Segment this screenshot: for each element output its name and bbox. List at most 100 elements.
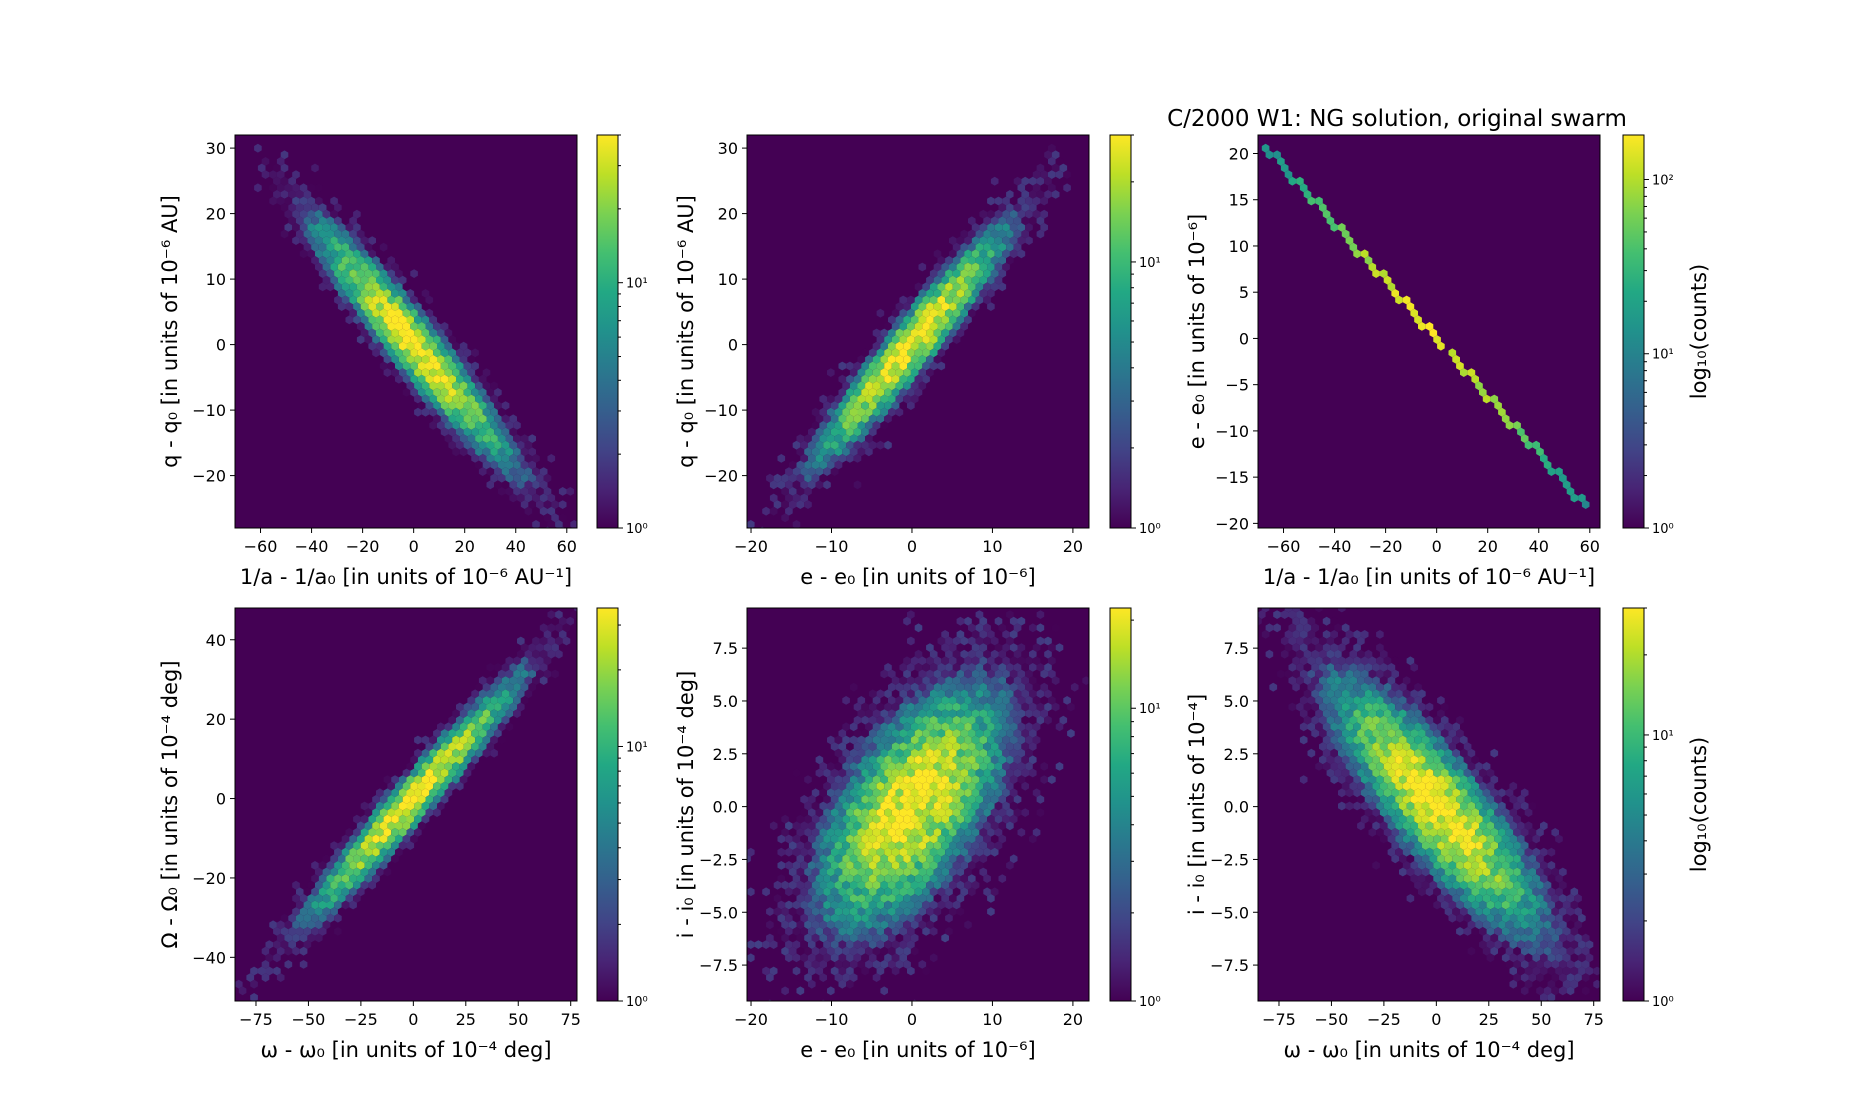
hex-cell	[417, 308, 426, 318]
hex-cell	[960, 861, 968, 870]
hex-cell	[945, 282, 953, 292]
hex-cell	[952, 256, 961, 265]
hex-cell	[914, 821, 923, 831]
hex-cell	[1399, 854, 1407, 864]
hex-cell	[891, 768, 900, 778]
hex-cell	[505, 656, 514, 666]
hex-cell	[853, 440, 862, 450]
hex-cell	[1017, 643, 1026, 652]
hex-cell	[299, 236, 308, 245]
hex-cell	[804, 841, 812, 850]
hex-cell	[777, 834, 786, 844]
hex-cell	[956, 275, 965, 285]
hex-cell	[497, 669, 506, 679]
hex-cell	[391, 355, 399, 364]
hex-cell	[1353, 709, 1361, 718]
hex-cell	[1410, 781, 1418, 791]
hex-cell	[815, 966, 824, 976]
hex-cell	[1319, 649, 1327, 659]
hex-cell	[1414, 828, 1422, 837]
hex-cell	[421, 355, 430, 364]
hex-cell	[971, 841, 980, 850]
hex-cell	[888, 709, 896, 718]
hex-cell	[811, 907, 820, 916]
hex-cell	[368, 341, 376, 351]
hex-cell	[288, 176, 296, 186]
hex-cell	[364, 269, 373, 278]
hex-cell	[872, 907, 881, 916]
hex-cell	[379, 795, 388, 804]
hex-cell	[1345, 669, 1354, 679]
hex-cell	[968, 676, 976, 685]
hex-cell	[941, 854, 949, 864]
hex-cell	[494, 689, 502, 699]
hex-cell	[1460, 880, 1468, 890]
hex-cell	[520, 434, 529, 443]
hex-cell	[1025, 696, 1033, 705]
hex-cell	[811, 946, 820, 956]
hex-cell	[876, 781, 885, 791]
hex-cell	[429, 801, 437, 811]
hex-cell	[494, 729, 502, 738]
hex-cell	[1376, 709, 1384, 718]
hex-cell	[276, 946, 285, 956]
hex-cell	[1029, 729, 1037, 738]
hex-cell	[1414, 788, 1422, 798]
hex-cell	[463, 374, 472, 384]
hex-cell	[356, 322, 365, 331]
hex-cell	[1307, 722, 1316, 732]
hex-cell	[872, 960, 881, 969]
hex-cell	[1566, 973, 1575, 982]
hex-cell	[296, 913, 304, 923]
hex-cell	[372, 808, 380, 817]
hex-cell	[471, 715, 479, 725]
hex-cell	[1452, 841, 1460, 850]
hex-cell	[1349, 242, 1358, 252]
hex-cell	[1559, 973, 1567, 982]
hex-cell	[891, 953, 900, 963]
hex-cell	[823, 874, 831, 883]
hex-cell	[364, 861, 373, 870]
hex-cell	[800, 834, 808, 844]
hex-cell	[1414, 775, 1422, 784]
hex-cell	[1017, 656, 1026, 666]
hex-cell	[914, 295, 923, 305]
hex-cell	[1543, 867, 1552, 877]
hex-cell	[395, 834, 403, 844]
hex-cell	[899, 322, 907, 331]
hex-cell	[1437, 841, 1445, 850]
hex-cell	[1505, 960, 1514, 969]
hex-cell	[1303, 702, 1312, 712]
hex-cell	[849, 933, 858, 943]
hex-cell	[990, 887, 999, 897]
hex-cell	[353, 302, 361, 311]
hex-cell	[827, 775, 835, 784]
hex-cell	[1002, 762, 1010, 771]
hex-cell	[994, 788, 1003, 798]
hex-cell	[1440, 808, 1449, 817]
hex-cell	[804, 946, 812, 956]
hex-cell	[1379, 821, 1388, 831]
hex-cell	[1315, 608, 1323, 613]
hex-cell	[1433, 715, 1441, 725]
hex-cell	[467, 421, 476, 430]
hex-cell	[1341, 663, 1350, 672]
hex-cell	[971, 762, 980, 771]
hex-cell	[1372, 768, 1380, 778]
hex-cell	[387, 847, 395, 857]
hex-cell	[1418, 808, 1426, 817]
hex-cell	[551, 669, 559, 679]
hex-cell	[849, 735, 858, 745]
hex-cell	[956, 867, 965, 877]
hex-cell	[922, 308, 930, 318]
hex-cell	[1379, 649, 1388, 659]
hex-cell	[360, 328, 369, 338]
hex-cell	[960, 282, 968, 292]
hex-cell	[478, 715, 487, 725]
hex-cell	[895, 920, 904, 930]
hex-cell	[1452, 788, 1460, 798]
hex-cell	[1391, 735, 1399, 745]
hex-cell	[1482, 801, 1491, 811]
hex-cell	[1559, 960, 1567, 969]
hex-cell	[960, 795, 968, 804]
